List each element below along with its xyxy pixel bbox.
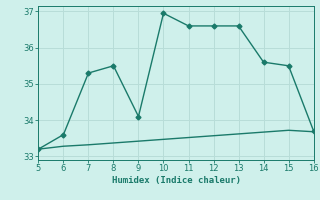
X-axis label: Humidex (Indice chaleur): Humidex (Indice chaleur) <box>111 176 241 185</box>
